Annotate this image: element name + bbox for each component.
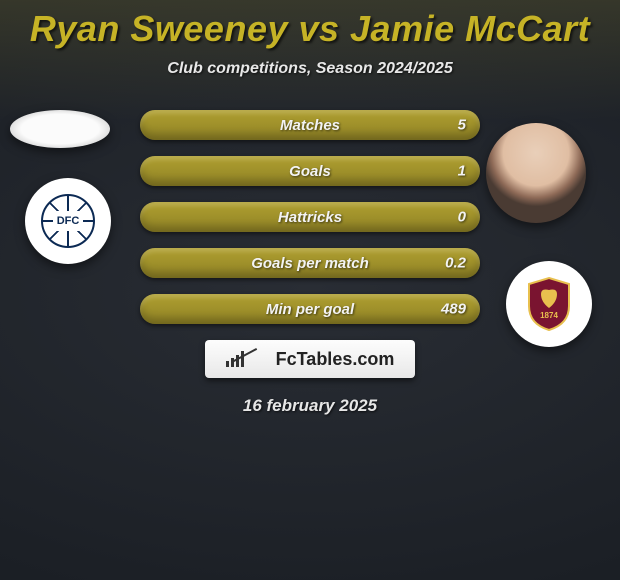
stat-value: 489 <box>441 301 466 318</box>
dundee-crest-text: DFC <box>53 211 83 231</box>
fctables-watermark: FcTables.com <box>205 340 415 378</box>
page-title: Ryan Sweeney vs Jamie McCart <box>0 0 620 50</box>
stat-label: Goals <box>289 163 331 180</box>
stat-row-goals: Goals 1 <box>140 156 480 186</box>
stat-value: 5 <box>458 117 466 134</box>
player-left-portrait <box>10 110 110 148</box>
player-right-club-crest: 1874 <box>506 261 592 347</box>
page-subtitle: Club competitions, Season 2024/2025 <box>0 60 620 78</box>
hearts-crest-icon: 1874 <box>525 276 573 332</box>
stat-value: 0 <box>458 209 466 226</box>
stat-label: Hattricks <box>278 209 342 226</box>
hearts-crest-year: 1874 <box>540 311 558 320</box>
stat-row-goals-per-match: Goals per match 0.2 <box>140 248 480 278</box>
watermark-text: FcTables.com <box>276 349 395 370</box>
stat-label: Matches <box>280 117 340 134</box>
stats-list: Matches 5 Goals 1 Hattricks 0 Goals per … <box>140 110 480 324</box>
stat-value: 1 <box>458 163 466 180</box>
player-left-club-crest: DFC <box>25 178 111 264</box>
stat-row-hattricks: Hattricks 0 <box>140 202 480 232</box>
stat-value: 0.2 <box>445 255 466 272</box>
stat-label: Goals per match <box>251 255 369 272</box>
player-right-portrait <box>486 123 586 223</box>
comparison-date: 16 february 2025 <box>0 396 620 416</box>
watermark-trend-icon <box>250 353 270 365</box>
stat-row-min-per-goal: Min per goal 489 <box>140 294 480 324</box>
dundee-crest-icon: DFC <box>41 194 95 248</box>
stat-row-matches: Matches 5 <box>140 110 480 140</box>
stat-label: Min per goal <box>266 301 354 318</box>
